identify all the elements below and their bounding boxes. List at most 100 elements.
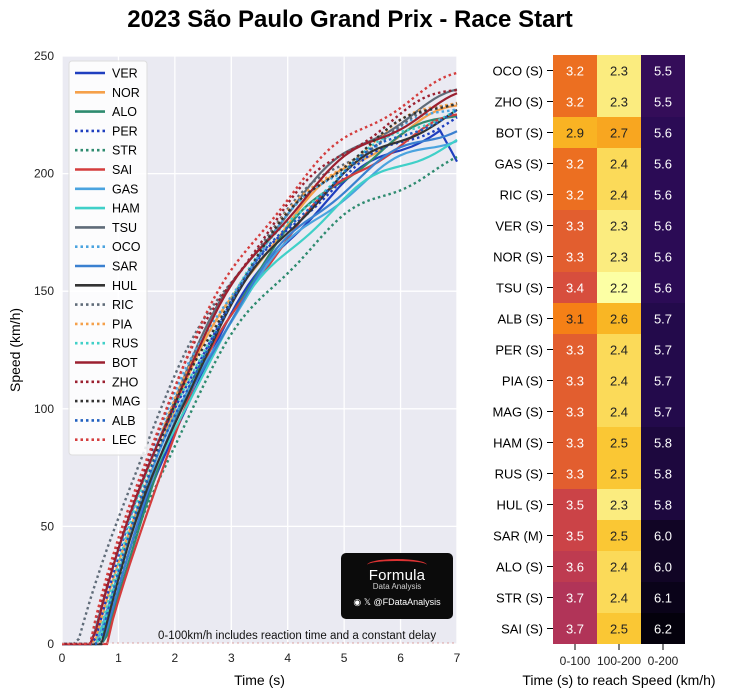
heatmap-value: 2.5 bbox=[610, 467, 628, 482]
heatmap-value: 3.3 bbox=[566, 374, 584, 389]
heatmap-row-label: GAS (S) bbox=[495, 157, 543, 172]
heatmap-value: 3.5 bbox=[566, 498, 584, 513]
series-line-bot bbox=[62, 92, 458, 646]
heatmap-value: 2.4 bbox=[610, 188, 628, 203]
heatmap-row-label: PIA (S) bbox=[502, 374, 543, 389]
line-chart: 0 1 2 3 4 5 6 7 0 50 100 150 200 250 Time (s) Speed (km… bbox=[7, 49, 461, 688]
legend-label-alo: ALO bbox=[112, 105, 137, 119]
legend-label-str: STR bbox=[112, 144, 137, 158]
series-line-mag bbox=[62, 102, 458, 646]
heatmap-value: 6.0 bbox=[654, 529, 672, 544]
y-tick-label: 250 bbox=[34, 49, 54, 63]
heatmap-cell bbox=[597, 365, 641, 396]
heatmap-value: 2.2 bbox=[610, 281, 628, 296]
heatmap-row-label: HUL (S) bbox=[497, 498, 543, 513]
heatmap-value: 2.7 bbox=[610, 126, 628, 141]
x-tick-label: 1 bbox=[115, 651, 122, 665]
heatmap-cell bbox=[553, 551, 597, 582]
x-icon: 𝕏 bbox=[363, 597, 371, 607]
heatmap-cell bbox=[641, 365, 685, 396]
heatmap-col-label: 0-100 bbox=[560, 654, 591, 668]
heatmap-value: 5.5 bbox=[654, 95, 672, 110]
heatmap-row-label: ALO (S) bbox=[496, 560, 543, 575]
x-tick-label: 3 bbox=[228, 651, 235, 665]
heatmap-cell bbox=[553, 210, 597, 241]
heatmap-cell bbox=[553, 520, 597, 551]
heatmap-value: 6.0 bbox=[654, 560, 672, 575]
heatmap-cell bbox=[553, 241, 597, 272]
heatmap-value: 3.2 bbox=[566, 95, 584, 110]
heatmap-col-label: 0-200 bbox=[648, 654, 679, 668]
heatmap-cell bbox=[553, 396, 597, 427]
x-tick-label: 5 bbox=[341, 651, 348, 665]
heatmap-value: 3.2 bbox=[566, 157, 584, 172]
heatmap-cell bbox=[641, 148, 685, 179]
heatmap-row-label: OCO (S) bbox=[492, 64, 543, 79]
legend-label-rus: RUS bbox=[112, 337, 138, 351]
heatmap-row-label: BOT (S) bbox=[496, 126, 543, 141]
heatmap-value: 5.8 bbox=[654, 467, 672, 482]
heatmap-value: 2.4 bbox=[610, 560, 628, 575]
series-line-alb bbox=[62, 109, 458, 646]
heatmap-value: 2.4 bbox=[610, 591, 628, 606]
heatmap-value: 2.4 bbox=[610, 343, 628, 358]
heatmap-row-label: PER (S) bbox=[495, 343, 543, 358]
heatmap-value: 2.6 bbox=[610, 312, 628, 327]
heatmap-value: 3.3 bbox=[566, 436, 584, 451]
heatmap-cell bbox=[641, 458, 685, 489]
watermark-handle: ◉ 𝕏 @FDataAnalysis bbox=[341, 597, 453, 608]
heatmap-value: 2.4 bbox=[610, 374, 628, 389]
heatmap-value: 2.3 bbox=[610, 498, 628, 513]
heatmap-value: 5.8 bbox=[654, 498, 672, 513]
heatmap-row-label: HAM (S) bbox=[493, 436, 543, 451]
heatmap-value: 3.3 bbox=[566, 219, 584, 234]
heatmap-value: 5.6 bbox=[654, 188, 672, 203]
heatmap-cell bbox=[597, 520, 641, 551]
heatmap-value: 6.2 bbox=[654, 622, 672, 637]
y-axis-label: Speed (km/h) bbox=[7, 308, 23, 392]
heatmap-cell bbox=[641, 55, 685, 86]
heatmap-row-label: SAI (S) bbox=[501, 622, 543, 637]
series-line-str bbox=[62, 155, 458, 646]
heatmap-cell bbox=[641, 582, 685, 613]
legend-label-sai: SAI bbox=[112, 163, 132, 177]
heatmap-cell bbox=[641, 272, 685, 303]
heatmap-cell bbox=[641, 613, 685, 644]
heatmap-value: 6.1 bbox=[654, 591, 672, 606]
watermark-brand: Formula bbox=[368, 567, 426, 584]
x-axis-label: Time (s) bbox=[234, 672, 285, 688]
heatmap-cell bbox=[597, 427, 641, 458]
heatmap-value: 3.2 bbox=[566, 188, 584, 203]
legend-label-tsu: TSU bbox=[112, 221, 137, 235]
heatmap-value: 2.3 bbox=[610, 95, 628, 110]
heatmap-cell bbox=[597, 241, 641, 272]
heatmap-value: 2.4 bbox=[610, 405, 628, 420]
heatmap-cell bbox=[641, 427, 685, 458]
legend-label-sar: SAR bbox=[112, 260, 138, 274]
heatmap-value: 3.5 bbox=[566, 529, 584, 544]
heatmap-row-label: RUS (S) bbox=[495, 467, 543, 482]
watermark-logo: Formula Data Analysis ◉ 𝕏 @FDataAnalysis bbox=[341, 553, 453, 619]
heatmap-value: 5.6 bbox=[654, 250, 672, 265]
legend-label-pia: PIA bbox=[112, 317, 133, 331]
heatmap-cell bbox=[553, 179, 597, 210]
watermark-sub: Data Analysis bbox=[372, 582, 422, 591]
heatmap-value: 3.2 bbox=[566, 64, 584, 79]
y-tick-label: 50 bbox=[41, 519, 55, 533]
heatmap-cell bbox=[641, 520, 685, 551]
series-line-alo bbox=[62, 115, 458, 646]
heatmap-cell bbox=[597, 582, 641, 613]
legend-label-hul: HUL bbox=[112, 279, 137, 293]
heatmap-value: 2.4 bbox=[610, 157, 628, 172]
heatmap-row-label: MAG (S) bbox=[492, 405, 543, 420]
heatmap-value: 3.3 bbox=[566, 467, 584, 482]
heatmap-cell bbox=[597, 396, 641, 427]
y-tick-label: 200 bbox=[34, 167, 54, 181]
heatmap-row-label: ALB (S) bbox=[497, 312, 543, 327]
heatmap-row-label: TSU (S) bbox=[496, 281, 543, 296]
heatmap-cell bbox=[597, 117, 641, 148]
legend-label-bot: BOT bbox=[112, 356, 138, 370]
heatmap-cell bbox=[641, 334, 685, 365]
heatmap-cell bbox=[641, 551, 685, 582]
